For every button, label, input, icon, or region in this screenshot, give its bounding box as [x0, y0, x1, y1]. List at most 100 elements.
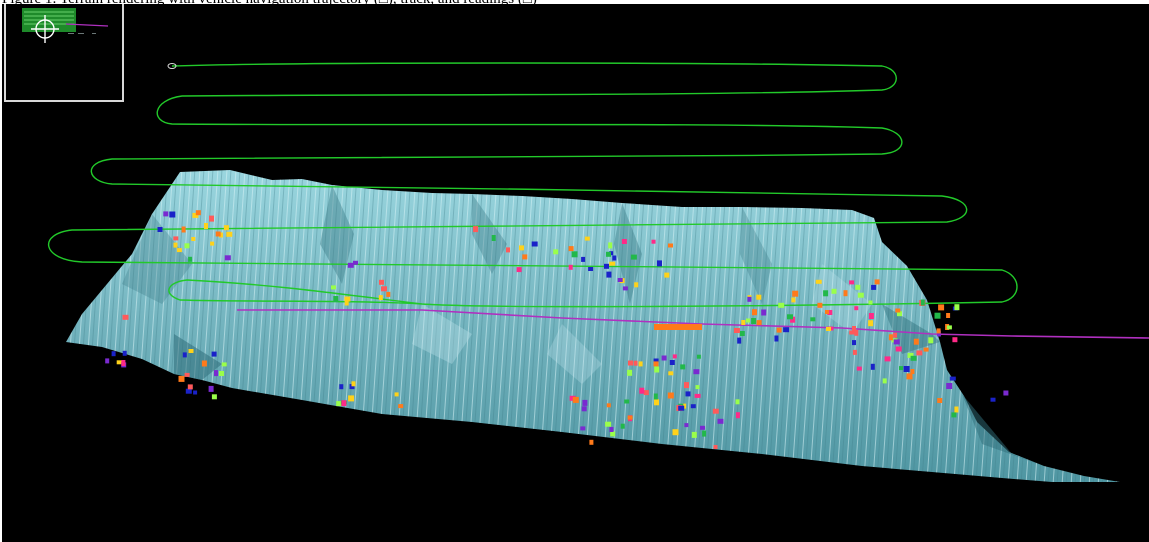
reading-marker [668, 371, 674, 376]
reading-marker [605, 421, 612, 427]
reading-marker [661, 355, 667, 361]
navigation-trajectory [47, 62, 1018, 308]
reading-marker [609, 427, 614, 432]
reading-marker [519, 245, 524, 251]
reading-marker [746, 318, 750, 323]
reading-marker [651, 239, 656, 244]
reading-marker [761, 309, 767, 316]
reading-marker [691, 431, 697, 438]
reading-marker [620, 423, 625, 429]
reading-marker [831, 288, 837, 294]
overview-track [65, 23, 109, 27]
reading-marker [855, 284, 861, 290]
reading-marker [187, 384, 193, 390]
reading-marker [553, 249, 559, 255]
reading-marker [868, 300, 873, 305]
reading-marker [884, 356, 891, 362]
reading-marker [568, 264, 573, 270]
reading-marker [191, 237, 196, 241]
reading-marker [717, 418, 724, 424]
reading-marker [568, 246, 574, 252]
reading-marker [606, 403, 611, 408]
reading-marker [949, 376, 956, 381]
reading-marker [653, 393, 658, 400]
reading-marker [569, 395, 576, 401]
reading-marker [899, 366, 903, 371]
reading-marker [386, 291, 391, 297]
reading-marker [664, 272, 670, 278]
reading-marker [913, 338, 919, 345]
reading-marker [783, 327, 790, 333]
trajectory-start-marker [167, 63, 177, 69]
reading-marker [394, 392, 399, 397]
reading-marker [627, 369, 633, 376]
reading-marker [398, 404, 404, 409]
reading-marker [209, 215, 214, 222]
reading-marker [920, 299, 925, 306]
reading-marker [857, 292, 864, 298]
reading-marker [633, 360, 638, 366]
reading-marker [893, 339, 900, 345]
reading-marker [608, 242, 613, 249]
reading-marker [210, 241, 215, 246]
reading-marker [353, 260, 358, 265]
reading-marker [582, 399, 588, 406]
reading-marker [907, 352, 914, 358]
reading-marker [694, 393, 701, 398]
reading-marker [756, 320, 762, 326]
reading-marker [622, 286, 628, 291]
reading-marker [826, 327, 831, 331]
reading-marker [951, 412, 957, 418]
reading-marker [344, 296, 351, 302]
reading-marker [938, 304, 945, 311]
reading-marker [627, 415, 633, 420]
reading-marker [185, 388, 192, 394]
reading-marker [849, 280, 855, 285]
reading-marker [756, 294, 762, 300]
reading-marker [854, 306, 859, 311]
reading-marker [672, 429, 679, 436]
reading-marker [712, 408, 719, 414]
reading-marker [612, 255, 617, 261]
reading-marker [639, 387, 645, 394]
reading-marker [336, 401, 342, 407]
3d-viewport[interactable] [2, 4, 1149, 542]
reading-marker [741, 320, 746, 325]
reading-marker [684, 423, 689, 428]
reading-marker [695, 385, 700, 390]
reading-marker [668, 243, 673, 248]
reading-marker [888, 334, 893, 341]
reading-marker [776, 327, 782, 333]
reading-marker [588, 267, 594, 271]
reading-marker [178, 375, 185, 382]
reading-marker [702, 430, 707, 437]
reading-marker [897, 311, 902, 317]
reading-marker [638, 361, 643, 367]
sensor-readings [105, 210, 1009, 449]
reading-marker [169, 211, 176, 218]
reading-marker [226, 231, 233, 237]
reading-marker [223, 225, 229, 231]
reading-marker [214, 370, 218, 377]
reading-marker [211, 394, 217, 400]
reading-marker [606, 251, 611, 257]
vehicle-track [237, 309, 1149, 339]
reading-marker [735, 399, 740, 405]
reading-marker [606, 271, 612, 278]
reading-marker [215, 231, 221, 237]
reading-marker [916, 350, 923, 356]
reading-marker [531, 241, 538, 247]
reading-marker [870, 363, 875, 370]
reading-marker [669, 360, 675, 365]
reading-marker [928, 337, 934, 344]
reading-marker [634, 282, 639, 288]
reading-marker [910, 369, 915, 374]
reading-strip [654, 324, 702, 330]
overview-inset[interactable] [4, 4, 124, 102]
reading-marker [193, 390, 198, 395]
reading-marker [347, 262, 354, 268]
reading-marker [157, 227, 163, 232]
reading-marker [778, 302, 785, 308]
reading-marker [790, 316, 796, 323]
reading-marker [653, 361, 659, 367]
